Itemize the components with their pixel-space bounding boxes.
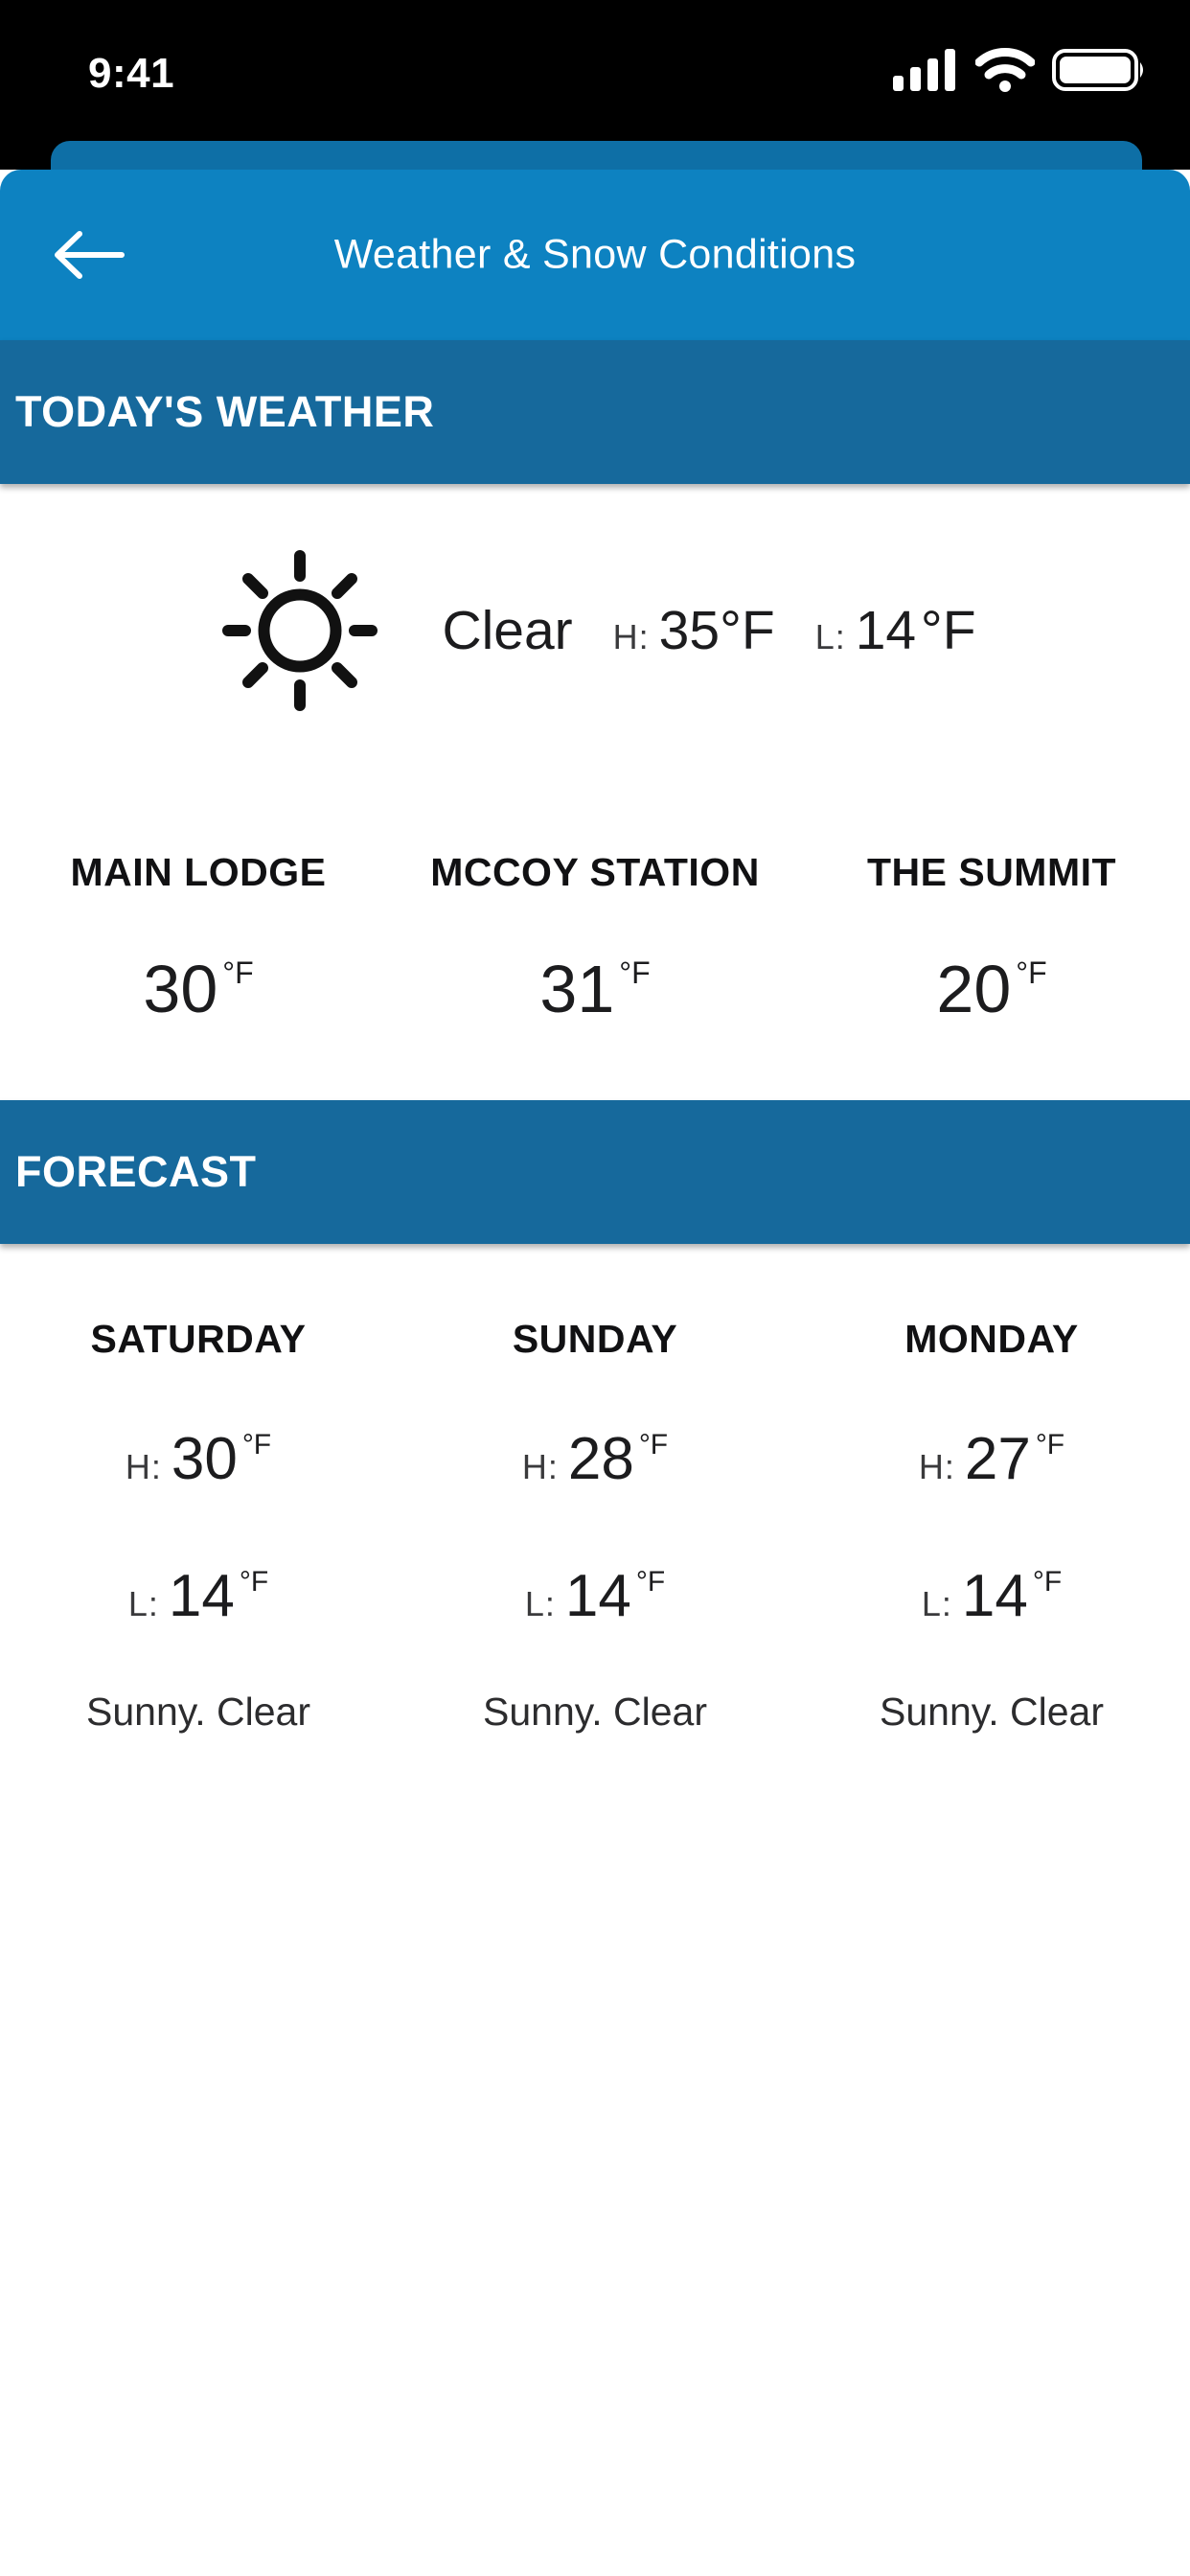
todays-weather-section-title: TODAY'S WEATHER: [15, 387, 435, 436]
sun-icon: [214, 544, 386, 717]
high-label: H:: [612, 617, 650, 656]
forecast-day-sunday: SUNDAY: [512, 1317, 678, 1361]
current-high: 35°F: [658, 600, 775, 661]
forecast-section-title: FORECAST: [15, 1147, 257, 1196]
forecast-summary-sunday: Sunny. Clear: [483, 1690, 707, 1734]
current-condition: Clear: [442, 600, 573, 661]
location-temps-row: 30 °F 31 °F 20 °F: [0, 951, 1190, 1027]
forecast-day-monday: MONDAY: [904, 1317, 1079, 1361]
forecast-summaries-row: Sunny. Clear Sunny. Clear Sunny. Clear: [0, 1690, 1190, 1735]
forecast-high-monday: H: 27 °F: [918, 1426, 1065, 1492]
forecast-low-monday: L: 14 °F: [921, 1563, 1063, 1629]
header: Weather & Snow Conditions: [0, 170, 1190, 340]
current-conditions-text: Clear H: 35°F L: 14 °F: [442, 599, 975, 662]
current-conditions-row: Clear H: 35°F L: 14 °F: [0, 543, 1190, 718]
back-arrow-icon: [51, 227, 127, 283]
todays-weather-section-header: TODAY'S WEATHER: [0, 340, 1190, 484]
forecast-summary-saturday: Sunny. Clear: [86, 1690, 310, 1734]
location-temp-the-summit: 20 °F: [936, 952, 1047, 1026]
status-time: 9:41: [88, 50, 175, 97]
status-icons: [893, 48, 1148, 92]
location-temp-main-lodge: 30 °F: [143, 952, 254, 1026]
forecast-low-sunday: L: 14 °F: [524, 1563, 666, 1629]
location-temp-mccoy-station: 31 °F: [539, 952, 651, 1026]
forecast-highs-row: H: 30 °F H: 28 °F H: 27 °F: [0, 1425, 1190, 1493]
page-title: Weather & Snow Conditions: [333, 231, 857, 278]
status-bar: 9:41: [0, 0, 1190, 170]
background-card-edge: [51, 141, 1142, 170]
back-button[interactable]: [46, 221, 132, 288]
wifi-icon: [975, 48, 1035, 92]
location-name-mccoy-station: MCCOY STATION: [430, 850, 760, 894]
low-label: L:: [814, 617, 846, 656]
battery-icon: [1052, 49, 1148, 91]
forecast-section-header: FORECAST: [0, 1100, 1190, 1244]
forecast-day-saturday: SATURDAY: [90, 1317, 307, 1361]
forecast-day-names-row: SATURDAY SUNDAY MONDAY: [0, 1317, 1190, 1362]
forecast-summary-monday: Sunny. Clear: [880, 1690, 1104, 1734]
cellular-signal-icon: [893, 49, 958, 91]
location-name-the-summit: THE SUMMIT: [866, 850, 1117, 894]
current-low: 14 °F: [855, 600, 976, 661]
location-names-row: MAIN LODGE MCCOY STATION THE SUMMIT: [0, 850, 1190, 895]
forecast-high-sunday: H: 28 °F: [521, 1426, 669, 1492]
forecast-lows-row: L: 14 °F L: 14 °F L: 14 °F: [0, 1562, 1190, 1630]
location-name-main-lodge: MAIN LODGE: [70, 850, 327, 894]
forecast-high-saturday: H: 30 °F: [125, 1426, 272, 1492]
forecast-low-saturday: L: 14 °F: [127, 1563, 269, 1629]
